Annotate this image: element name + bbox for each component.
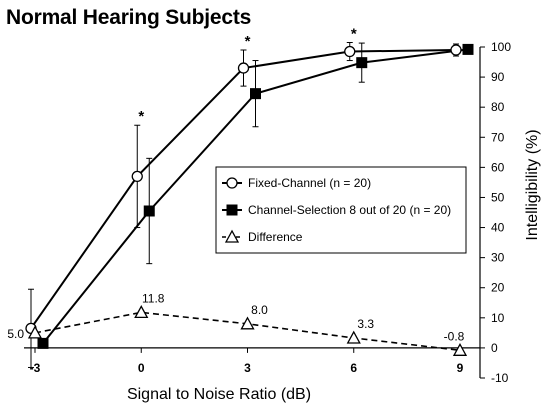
significance-star: * <box>138 108 144 125</box>
data-label: 3.3 <box>357 317 374 331</box>
y-tick-label: 100 <box>491 40 511 54</box>
data-point-open-triangle <box>134 305 149 319</box>
y-tick-label: 10 <box>491 311 505 325</box>
x-tick-label: 0 <box>138 361 145 375</box>
data-point-filled-square <box>356 57 368 69</box>
data-point-open-triangle <box>27 325 43 339</box>
y-tick-label: 80 <box>491 100 505 114</box>
y-tick-label: 90 <box>491 70 505 84</box>
legend-marker-open-triangle <box>224 229 240 243</box>
data-point-open-triangle <box>346 330 361 344</box>
significance-star: * <box>245 33 251 50</box>
data-point-open-triangle <box>452 342 468 356</box>
data-point-open-triangle <box>240 316 255 330</box>
data-point-open-circle <box>237 62 250 74</box>
x-tick-label: -3 <box>30 361 41 375</box>
data-point-open-circle <box>450 44 462 56</box>
data-point-open-circle <box>131 170 143 183</box>
legend-box <box>215 166 467 254</box>
x-tick-label: 6 <box>350 361 357 375</box>
legend-entry: Fixed-Channel (n = 20) <box>248 176 371 190</box>
data-label: 8.0 <box>251 303 268 317</box>
y-tick-label: 40 <box>491 221 505 235</box>
data-label: -0.8 <box>444 329 465 343</box>
legend-marker-open-circle <box>226 177 238 189</box>
chart-title: Normal Hearing Subjects <box>6 6 252 29</box>
x-tick-label: 9 <box>457 361 464 375</box>
y-axis-label: Intelligibility (%) <box>524 129 541 240</box>
data-point-open-circle <box>344 45 356 58</box>
data-point-filled-square <box>250 88 261 100</box>
data-point-filled-square <box>462 43 474 55</box>
data-label: 11.8 <box>142 291 165 305</box>
legend-marker-filled-square <box>226 204 238 216</box>
data-point-filled-square <box>37 337 49 349</box>
y-tick-label: 70 <box>491 130 505 144</box>
y-tick-label: 20 <box>491 281 505 295</box>
y-tick-label: -10 <box>491 371 509 385</box>
data-label: 5.0 <box>7 327 24 341</box>
significance-star: * <box>351 25 357 42</box>
y-tick-label: 0 <box>491 341 498 355</box>
y-tick-label: 30 <box>491 251 505 265</box>
data-point-filled-square <box>143 205 155 217</box>
legend-entry: Difference <box>248 230 303 244</box>
y-tick-label: 50 <box>491 190 505 204</box>
legend-entry: Channel-Selection 8 out of 20 (n = 20) <box>248 203 451 217</box>
x-axis-label: Signal to Noise Ratio (dB) <box>127 386 311 403</box>
y-tick-label: 60 <box>491 160 505 174</box>
x-tick-label: 3 <box>244 361 251 375</box>
